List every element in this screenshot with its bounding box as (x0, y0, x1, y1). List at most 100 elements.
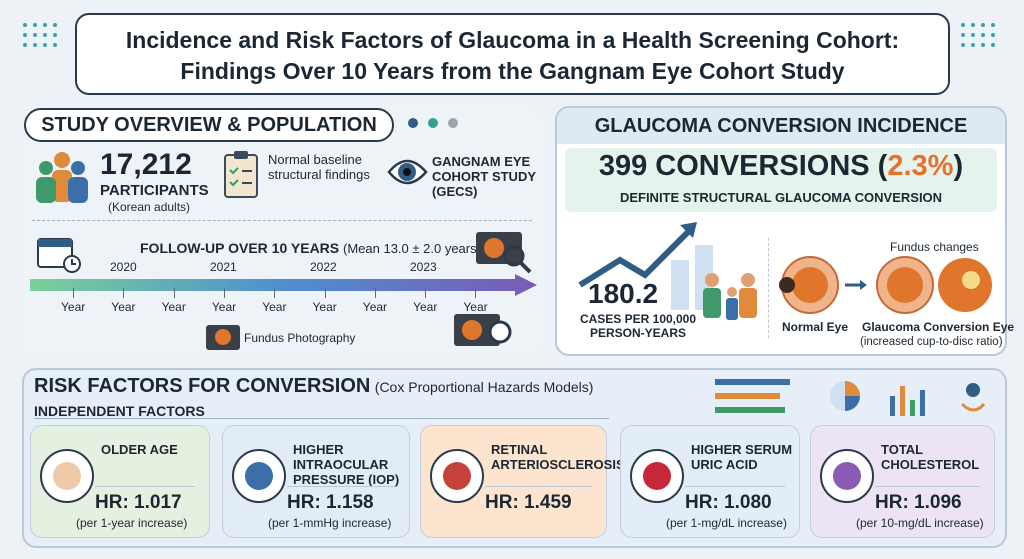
people-icon (36, 152, 88, 203)
divider (34, 418, 609, 419)
baseline-text: Normal baseline structural findings (268, 152, 370, 182)
factor-hr: HR: 1.017 (95, 492, 182, 513)
factor-card: OLDER AGE HR: 1.017 (per 1-year increase) (30, 425, 210, 538)
timeline-tick-label: Year (211, 300, 237, 314)
factor-name: HIGHER SERUM URIC ACID (691, 442, 793, 472)
timeline-tick-label: Year (463, 300, 488, 314)
eye-icon (387, 159, 428, 185)
factor-divider (485, 486, 592, 487)
camera-icon (206, 325, 240, 350)
glaucoma-eye-note: (increased cup-to-disc ratio) (860, 336, 1003, 348)
dots (23, 23, 57, 47)
fundus-changes-label: Fundus changes (890, 240, 979, 254)
title-line: Findings Over 10 Years from the Gangnam … (180, 58, 845, 84)
factor-card: TOTAL CHOLESTEROL HR: 1.096 (per 10-mg/dL … (810, 425, 995, 538)
timeline-tick-label: Year (111, 300, 136, 314)
headline-box (565, 148, 997, 212)
rate-label: CASES PER 100,000 PERSON-YEARS (579, 312, 697, 340)
study-name: GANGNAM EYE COHORT STUDY (GECS) (432, 154, 536, 199)
factor-card: HIGHER INTRAOCULAR PRESSURE (IOP) HR: 1.1… (222, 425, 410, 538)
timeline-year: 2023 (410, 260, 437, 274)
separator (768, 238, 769, 338)
eye-diagrams (779, 256, 992, 314)
timeline-tick-label: Year (413, 300, 438, 314)
risk-heading: RISK FACTORS FOR CONVERSION (Cox Proport… (34, 375, 593, 398)
dots (408, 118, 458, 128)
timeline-tick-label: Year (61, 300, 86, 314)
factor-icon (820, 449, 874, 503)
timeline-tick (223, 288, 225, 298)
factor-unit: (per 1-year increase) (76, 516, 188, 530)
factor-hr: HR: 1.096 (875, 492, 962, 513)
factor-card: HIGHER SERUM URIC ACID HR: 1.080 (per 1-mg… (620, 425, 800, 538)
monitor-icon (476, 232, 532, 274)
family-icon (703, 273, 757, 320)
timeline-year: 2020 (110, 260, 137, 274)
conversion-percent: 2.3% (887, 150, 954, 182)
participants-label: PARTICIPANTS (100, 182, 209, 199)
followup-mean: (Mean 13.0 ± 2.0 years) (343, 241, 481, 256)
title-line: Incidence and Risk Factors of Glaucoma i… (125, 27, 900, 53)
monitor-icon (454, 314, 512, 346)
timeline-tick (123, 288, 125, 298)
factor-name: OLDER AGE (101, 442, 178, 457)
timeline-arrow (30, 274, 537, 296)
factor-icon (40, 449, 94, 503)
factor-hr: HR: 1.459 (485, 492, 572, 513)
timeline-tick (475, 288, 477, 298)
overview-panel (22, 106, 542, 356)
conversions-headline: 399 CONVERSIONS (2.3%) (565, 150, 997, 183)
timeline-tick-label: Year (262, 300, 287, 314)
timeline-tick (274, 288, 276, 298)
timeline-tick (173, 288, 175, 298)
risk-subheading: INDEPENDENT FACTORS (34, 403, 205, 419)
rate-value: 180.2 (588, 278, 659, 309)
factor-name: RETINAL ARTERIOSCLEROSIS (491, 442, 625, 472)
normal-eye-label: Normal Eye (782, 320, 849, 334)
decor-icons (715, 379, 986, 416)
timeline-year: 2022 (310, 260, 337, 274)
timeline-tick (324, 288, 326, 298)
dots (961, 23, 995, 47)
factor-name: TOTAL CHOLESTEROL (881, 442, 980, 472)
title-box: Incidence and Risk Factors of Glaucoma i… (75, 13, 950, 95)
followup-title: FOLLOW-UP OVER 10 YEARS (140, 240, 340, 256)
factor-icon (232, 449, 286, 503)
timeline-tick-label: Year (312, 300, 337, 314)
conversion-subtitle: DEFINITE STRUCTURAL GLAUCOMA CONVERSION (619, 190, 943, 205)
participants-note: (Korean adults) (108, 200, 191, 214)
incidence-panel (555, 106, 1007, 356)
conversions: 399 CONVERSIONS ( (598, 150, 888, 182)
factor-card: RETINAL ARTERIOSCLEROSIS HR: 1.459 (420, 425, 625, 538)
factor-divider (95, 486, 195, 487)
calendar-icon (37, 238, 81, 273)
factor-divider (875, 486, 980, 487)
timeline-tick (73, 288, 74, 298)
factor-unit: (per 1-mmHg increase) (268, 516, 392, 530)
timeline-tick (425, 288, 427, 298)
section-heading: RISK FACTORS FOR CONVERSION (34, 375, 371, 397)
divider (32, 220, 532, 221)
paren: ) (953, 150, 964, 182)
factor-divider (287, 486, 395, 487)
section-heading: STUDY OVERVIEW & POPULATION (24, 108, 394, 142)
factor-icon (430, 449, 484, 503)
timeline-tick (374, 288, 376, 298)
fundus-photo-label: Fundus Photography (244, 331, 356, 345)
glaucoma-eye-label: Glaucoma Conversion Eye (862, 320, 1015, 334)
factor-hr: HR: 1.080 (685, 492, 772, 513)
factor-unit: (per 1-mg/dL increase) (666, 516, 787, 530)
timeline-year: 2021 (210, 260, 237, 274)
section-heading: GLAUCOMA CONVERSION INCIDENCE (557, 108, 1005, 144)
risk-method: (Cox Proportional Hazards Models) (374, 379, 594, 395)
participants-number: 17,212 (100, 148, 192, 181)
factor-hr: HR: 1.158 (287, 492, 374, 513)
followup-label: FOLLOW-UP OVER 10 YEARS (Mean 13.0 ± 2.0… (140, 240, 481, 256)
timeline-tick-label: Year (161, 300, 186, 314)
timeline-tick-label: Year (362, 300, 388, 314)
factor-icon (630, 449, 684, 503)
factor-unit: (per 10-mg/dL increase) (856, 516, 984, 530)
factor-divider (685, 486, 785, 487)
